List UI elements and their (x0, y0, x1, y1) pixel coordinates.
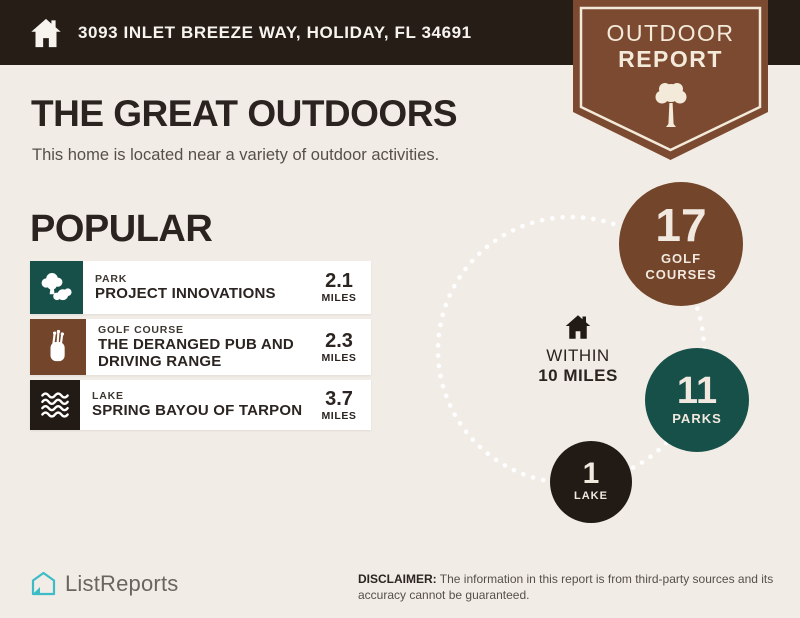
item-name: SPRING BAYOU OF TARPON (92, 402, 303, 420)
home-icon (565, 315, 591, 339)
brand-name: ListReports (65, 570, 179, 596)
listreports-logo: ListReports (30, 570, 178, 597)
stat-label-line1: GOLF (660, 251, 702, 267)
badge-title-line1: OUTDOOR (606, 20, 735, 46)
tree-icon (655, 83, 686, 127)
stat-value: 17 (655, 199, 707, 252)
disclaimer-text: DISCLAIMER: The information in this repo… (358, 571, 782, 603)
stat-parks: 11 PARKS (645, 348, 749, 452)
list-item-park: PARK PROJECT INNOVATIONS 2.1 MILES (30, 261, 371, 314)
home-icon (31, 18, 61, 47)
item-name: PROJECT INNOVATIONS (95, 284, 276, 302)
list-item-golf-course: GOLF COURSE THE DERANGED PUB AND DRIVING… (30, 319, 371, 375)
outdoor-report-badge: OUTDOOR REPORT (573, 0, 768, 162)
popular-list: PARK PROJECT INNOVATIONS 2.1 MILES GOLF (30, 261, 371, 430)
badge-pennant-shape (573, 0, 768, 160)
page-title: THE GREAT OUTDOORS (31, 93, 458, 134)
stat-label-line2: COURSES (645, 267, 717, 283)
popular-heading: POPULAR (30, 208, 213, 250)
park-category-tile (30, 261, 83, 314)
stat-lake: 1 LAKE (550, 441, 632, 523)
golf-category-tile (30, 319, 86, 375)
property-address: 3093 INLET BREEZE WAY, HOLIDAY, FL 34691 (78, 22, 472, 42)
within-label: WITHIN (546, 346, 610, 365)
water-waves-icon (41, 392, 69, 418)
item-category: LAKE (92, 390, 124, 403)
radius-distance-label: 10 MILES (538, 366, 618, 385)
item-distance: 2.3 (325, 329, 353, 352)
item-category: PARK (95, 272, 128, 285)
stat-value: 11 (676, 369, 718, 412)
page-subtitle: This home is located near a variety of o… (32, 146, 440, 164)
item-category: GOLF COURSE (98, 323, 184, 336)
stat-label: LAKE (574, 490, 608, 503)
disclaimer-label: DISCLAIMER: (358, 572, 437, 586)
item-distance-unit: MILES (321, 292, 357, 304)
park-trees-icon (41, 272, 72, 300)
stat-golf-courses: 17 GOLF COURSES (619, 182, 743, 306)
lake-category-tile (30, 380, 80, 430)
item-distance-unit: MILES (321, 351, 357, 364)
disclaimer-body: The information in this report is from t… (358, 572, 774, 603)
stat-label: PARKS (672, 410, 722, 426)
listreports-house-icon (31, 571, 56, 596)
badge-title-line2: REPORT (618, 46, 723, 72)
list-item-lake: LAKE SPRING BAYOU OF TARPON 3.7 MILES (30, 380, 371, 430)
golf-bag-icon (50, 329, 65, 362)
stat-value: 1 (582, 456, 600, 490)
item-distance: 3.7 (325, 387, 353, 410)
item-distance-unit: MILES (321, 409, 357, 422)
radius-center-label: WITHIN 10 MILES (498, 312, 658, 386)
item-name: THE DERANGED PUB AND DRIVING RANGE (98, 335, 294, 370)
item-distance: 2.1 (325, 270, 353, 292)
